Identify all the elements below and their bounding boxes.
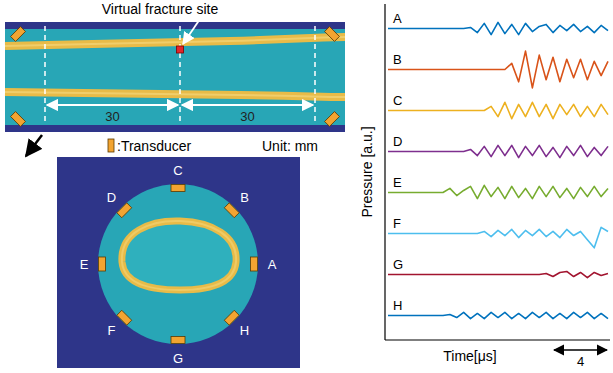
waveform: [388, 312, 608, 318]
waveform: [388, 145, 608, 157]
soft-tissue: [98, 184, 258, 344]
waveform-chart: A B C D E F G H Pressure [a.u.] Time[μs] 4: [359, 4, 610, 369]
transducer: [117, 310, 132, 325]
x-axis-title: Time[μs]: [443, 348, 496, 364]
distance-arrow: [47, 104, 178, 106]
trace-label: H: [393, 298, 402, 313]
traces: [388, 22, 608, 318]
longitudinal-view: 30 30: [5, 22, 345, 132]
distance-label: 30: [105, 109, 119, 124]
distance-label: 30: [240, 109, 254, 124]
transducer: [251, 257, 258, 271]
transducer: [117, 203, 132, 218]
key-swatch: [108, 139, 114, 152]
image-background: [5, 22, 345, 132]
transducer-label: D: [107, 190, 116, 205]
key-label: :Transducer: [117, 138, 192, 154]
bone-cortex-lower: [5, 92, 345, 97]
figure: 30 30 Virtual fracture site :Transducer Unit…: [0, 0, 613, 373]
transducer: [325, 112, 340, 127]
transducer: [11, 112, 26, 127]
annotation: Virtual fracture site: [102, 1, 219, 17]
transducer: [325, 27, 340, 42]
fracture-site: [177, 46, 184, 53]
transducer: [171, 185, 185, 192]
bone-cortex-upper: [5, 37, 345, 46]
trace-label: E: [393, 175, 402, 190]
waveform: [388, 227, 608, 248]
transducer-label: A: [268, 257, 277, 272]
transducer: [171, 337, 185, 344]
transducer-label: C: [173, 163, 182, 178]
transducer: [11, 27, 26, 42]
bone-ring: [122, 221, 236, 290]
y-axis: [384, 4, 385, 340]
transducer-label: F: [108, 323, 116, 338]
dashed-guide: [314, 26, 316, 124]
transducer: [224, 203, 239, 218]
soft-tissue: [5, 29, 345, 125]
waveform: [388, 51, 608, 88]
waveform: [388, 271, 608, 277]
transducer-label: G: [173, 351, 183, 366]
trace-label: F: [393, 216, 401, 231]
trace-label: A: [393, 11, 402, 26]
waveform: [388, 102, 608, 118]
cross-section: A B C D E F G H: [57, 157, 300, 368]
bone-highlight: [5, 37, 345, 46]
waveform: [388, 185, 608, 198]
bone-highlight: [5, 92, 345, 97]
scale-bar: [554, 349, 607, 351]
unit-note: Unit: mm: [262, 138, 318, 154]
distance-arrow: [182, 104, 313, 106]
bone-highlight: [122, 221, 236, 290]
image-background: [57, 157, 300, 368]
transducer: [224, 310, 239, 325]
scale-bar-label: 4: [577, 354, 584, 369]
trace-label: G: [393, 257, 403, 272]
trace-label: C: [393, 93, 402, 108]
x-axis: [385, 339, 610, 340]
transducer-label: H: [240, 323, 249, 338]
dashed-guide: [44, 26, 46, 124]
trace-label: B: [393, 52, 402, 67]
view-arrow: [26, 135, 42, 156]
waveform: [388, 22, 608, 34]
dashed-guide: [179, 26, 181, 124]
transducer-label: E: [80, 257, 89, 272]
y-axis-title: Pressure [a.u.]: [359, 126, 375, 217]
trace-label: D: [393, 134, 402, 149]
annotation-arrow: [183, 19, 200, 44]
transducer-label: B: [240, 190, 249, 205]
transducer: [99, 257, 106, 271]
